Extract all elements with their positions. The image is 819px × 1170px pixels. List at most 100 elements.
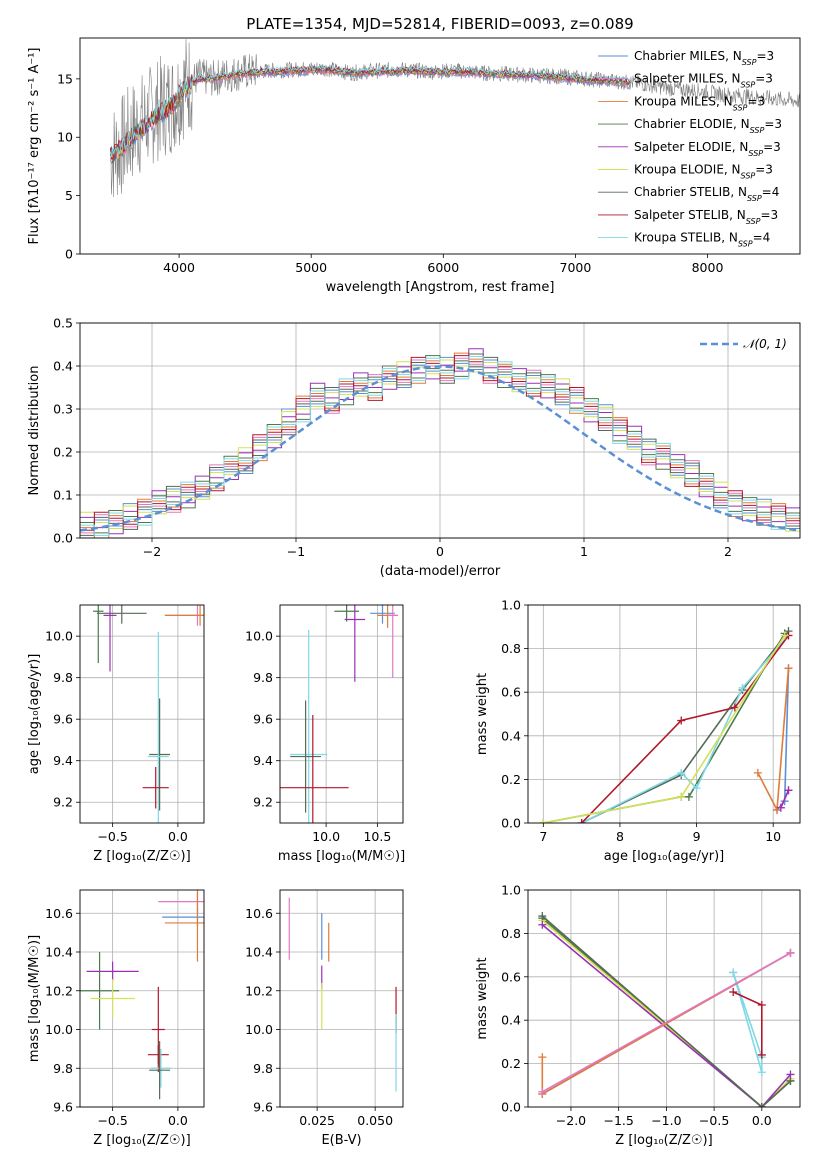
y-tick-label: 0.6: [501, 685, 521, 700]
data-point-marker: [786, 948, 795, 957]
y-tick-label: 0.0: [501, 1100, 521, 1115]
plot-area: [539, 627, 793, 823]
x-tick-label: 0: [436, 544, 444, 559]
data-point-marker: [786, 1076, 795, 1085]
legend-entry: Salpeter ELODIE, NSSP=3: [634, 140, 781, 158]
x-tick-label: −2.0: [556, 1113, 586, 1128]
axes-frame: [527, 889, 801, 1108]
x-axis-label: mass [log₁₀(M/M☉)]: [278, 849, 405, 864]
y-axis-label: mass weight: [475, 673, 490, 755]
x-tick-label: −0.5: [97, 1113, 127, 1128]
mass-weight-line: [581, 635, 790, 823]
y-tick-label: 10: [57, 130, 73, 145]
y-axis-label: Normed distribution: [27, 366, 42, 496]
legend-entry: Salpeter STELIB, NSSP=3: [634, 208, 778, 226]
data-point-marker: [784, 664, 793, 673]
x-tick-label: −2: [143, 544, 161, 559]
axes-frame: [79, 889, 205, 1108]
y-tick-label: 10.0: [45, 1022, 73, 1037]
y-tick-label: 10.6: [45, 906, 73, 921]
y-tick-label: 10.4: [45, 945, 73, 960]
y-tick-label: 9.6: [253, 1100, 273, 1115]
y-tick-label: 9.8: [253, 1061, 273, 1076]
x-axis-label: Z [log₁₀(Z/Z☉)]: [615, 1133, 712, 1148]
mass-weight-line: [541, 924, 792, 1107]
axes-frame: [527, 604, 801, 824]
mass-weight-line: [732, 972, 763, 1073]
x-tick-label: 10.5: [363, 829, 391, 844]
data-point-marker: [538, 912, 547, 921]
axes-frame: [79, 322, 801, 539]
y-tick-label: 10.2: [245, 983, 273, 998]
y-tick-label: 10.0: [245, 1022, 273, 1037]
mass-weight-line: [543, 635, 786, 823]
residuals-panel: −2 −1 0 1 2 0.0 0.1 0.2 0.3 0.4 0.5 (data-model)/er…: [27, 316, 801, 579]
y-tick-label: 0: [65, 247, 73, 262]
y-tick-label: 9.8: [253, 670, 273, 685]
x-tick-label: 1: [580, 544, 588, 559]
plot-area: [280, 605, 398, 823]
data-point-marker: [677, 768, 686, 777]
x-tick-label: 8000: [692, 260, 724, 275]
mass-weight-line: [543, 632, 786, 823]
y-tick-label: 0.3: [53, 402, 73, 417]
x-tick-label: 10: [765, 829, 781, 844]
x-axis-label: age [log₁₀(age/yr)]: [604, 849, 725, 864]
figure-title: PLATE=1354, MJD=52814, FIBERID=0093, z=0…: [246, 15, 633, 33]
x-tick-label: −0.5: [97, 829, 127, 844]
x-tick-label: −1: [287, 544, 305, 559]
mass-weight-vs-age-panel: 7 8 9 10 0.0 0.2 0.4 0.6 0.8 1.0 age [log₁₀(age/yr…: [475, 598, 801, 864]
y-tick-label: 9.6: [53, 712, 73, 727]
data-spectrum-line: [110, 39, 800, 198]
data-point-marker: [776, 803, 785, 812]
y-tick-label: 0.1: [53, 488, 73, 503]
mass-weight-line: [541, 952, 791, 1093]
y-tick-label: 9.2: [53, 795, 73, 810]
x-axis-label: E(B-V): [321, 1133, 361, 1148]
plot-area: [538, 912, 795, 1107]
data-point-marker: [677, 716, 686, 725]
data-point-marker: [757, 1001, 766, 1010]
legend-entry: Salpeter MILES, NSSP=3: [634, 72, 773, 90]
plot-area: [93, 605, 204, 823]
y-tick-label: 1.0: [501, 598, 521, 613]
axes-frame: [279, 889, 404, 1108]
data-point-marker: [729, 987, 738, 996]
x-axis-label: wavelength [Angstrom, rest frame]: [326, 280, 555, 295]
y-tick-label: 0.4: [501, 728, 521, 743]
data-point-marker: [692, 784, 701, 793]
plot-area: [110, 39, 800, 198]
y-tick-label: 0.0: [53, 531, 73, 546]
y-tick-label: 10.0: [245, 629, 273, 644]
y-tick-label: 0.0: [501, 816, 521, 831]
y-tick-label: 0.2: [501, 772, 521, 787]
legend-entry: Chabrier MILES, NSSP=3: [634, 49, 774, 67]
mass-weight-vs-metallicity-panel: −2.0 −1.5 −1.0 −0.5 0.0 0.0 0.2 0.4 0.6 0.8 1.0 Z […: [475, 883, 801, 1148]
legend-entry: Chabrier STELIB, NSSP=4: [634, 185, 779, 203]
data-point-marker: [577, 819, 586, 823]
y-tick-label: 0.5: [53, 316, 73, 331]
mass-weight-line: [780, 789, 790, 809]
x-tick-label: 0.025: [299, 1113, 335, 1128]
model-spectrum-line: [110, 64, 631, 158]
data-point-marker: [753, 768, 762, 777]
y-tick-label: 9.6: [253, 712, 273, 727]
legend-entry: 𝒩(0, 1): [743, 337, 787, 351]
x-tick-label: 10.0: [312, 829, 340, 844]
axes-frame: [79, 604, 205, 824]
x-tick-label: 5000: [295, 260, 327, 275]
y-tick-label: 0.6: [501, 969, 521, 984]
x-tick-label: −1.5: [603, 1113, 633, 1128]
plot-area: [288, 897, 397, 1092]
x-tick-label: 7: [539, 829, 547, 844]
y-tick-label: 0.4: [53, 359, 73, 374]
axes-frame: [279, 604, 404, 824]
y-axis-label: mass weight: [475, 957, 490, 1039]
data-point-marker: [538, 1087, 547, 1096]
data-point-marker: [784, 786, 793, 795]
legend-entry: Kroupa ELODIE, NSSP=3: [634, 163, 773, 181]
legend-entry: Kroupa MILES, NSSP=3: [634, 94, 765, 112]
y-axis-label: mass [log₁₀(M/M☉)]: [27, 935, 42, 1062]
y-tick-label: 5: [65, 188, 73, 203]
data-point-marker: [757, 1050, 766, 1059]
